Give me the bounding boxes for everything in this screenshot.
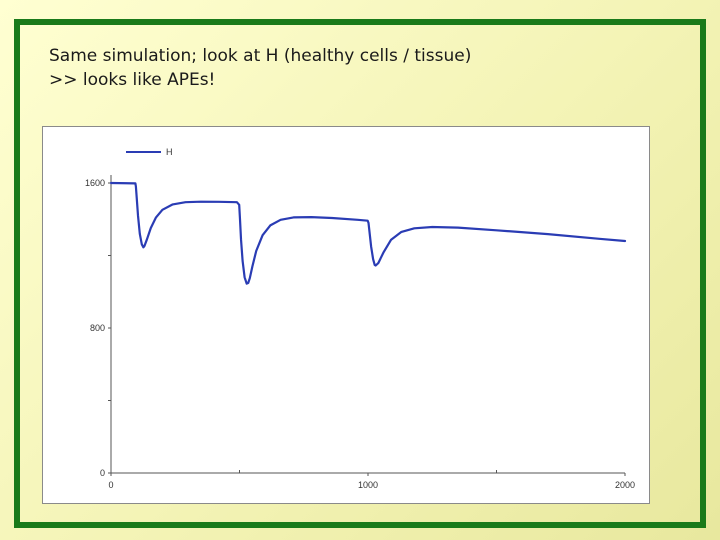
series-line-h xyxy=(109,181,627,285)
caption-line-2: >> looks like APEs! xyxy=(49,70,216,90)
x-axis-ticks: 0 1000 2000 xyxy=(108,470,635,490)
x-tick-label: 1000 xyxy=(358,480,378,490)
line-chart: 0 800 1600 0 1000 2000 H xyxy=(85,147,635,490)
y-tick-label: 800 xyxy=(90,323,105,333)
caption-line-1: Same simulation; look at H (healthy cell… xyxy=(49,46,472,66)
chart-panel: 0 800 1600 0 1000 2000 H xyxy=(42,126,650,504)
legend-label: H xyxy=(166,147,173,157)
x-tick-label: 2000 xyxy=(615,480,635,490)
y-axis-ticks: 0 800 1600 xyxy=(85,178,111,478)
slide-frame xyxy=(14,19,706,528)
series-layer xyxy=(109,181,627,285)
y-tick-label: 0 xyxy=(100,468,105,478)
chart-legend: H xyxy=(126,147,173,157)
slide-caption: Same simulation; look at H (healthy cell… xyxy=(49,44,689,92)
x-tick-label: 0 xyxy=(108,480,113,490)
y-tick-label: 1600 xyxy=(85,178,105,188)
